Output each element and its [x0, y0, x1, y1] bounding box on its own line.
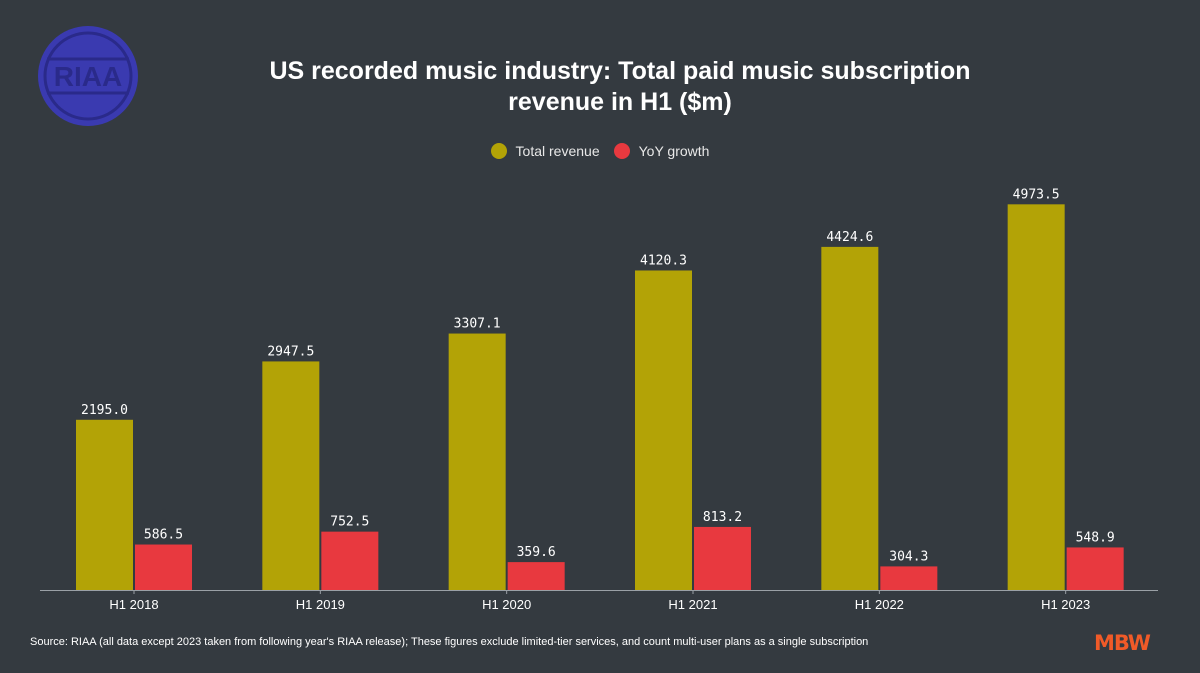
bar-total-revenue-1[interactable]: [262, 361, 320, 590]
x-tick-label-4: H1 2022: [855, 597, 904, 612]
chart-legend: Total revenue YoY growth: [0, 143, 1200, 159]
data-label-total-revenue-5: 4973.5: [1013, 187, 1060, 202]
data-label-total-revenue-2: 3307.1: [454, 317, 501, 332]
bar-yoy-growth-5[interactable]: [1066, 547, 1124, 590]
data-label-total-revenue-4: 4424.6: [826, 230, 873, 245]
legend-marker-total-revenue: [490, 143, 507, 159]
data-label-yoy-growth-1: 752.5: [330, 515, 369, 530]
bar-total-revenue-0[interactable]: [76, 419, 133, 590]
logo-text: RIAA: [54, 61, 122, 92]
bar-yoy-growth-3[interactable]: [694, 526, 751, 590]
legend-label-total-revenue: Total revenue: [515, 143, 600, 159]
chart-title-line2: revenue in H1 ($m): [508, 88, 732, 116]
x-tick-label-0: H1 2018: [109, 597, 158, 612]
legend-item-yoy-growth[interactable]: YoY growth: [613, 143, 710, 159]
data-label-yoy-growth-5: 548.9: [1076, 530, 1115, 545]
x-tick-label-2: H1 2020: [482, 597, 531, 612]
bar-total-revenue-3[interactable]: [635, 270, 692, 590]
bar-total-revenue-2[interactable]: [448, 333, 506, 590]
bar-total-revenue-4[interactable]: [821, 246, 879, 590]
source-note: Source: RIAA (all data except 2023 taken…: [30, 636, 869, 648]
data-label-yoy-growth-2: 359.6: [517, 545, 556, 560]
legend-item-total-revenue[interactable]: Total revenue: [490, 143, 600, 159]
data-label-total-revenue-0: 2195.0: [81, 403, 128, 418]
legend-marker-yoy-growth: [613, 143, 630, 159]
data-label-yoy-growth-3: 813.2: [703, 510, 742, 525]
x-tick-label-3: H1 2021: [668, 597, 717, 612]
chart-title: US recorded music industry: Total paid m…: [200, 56, 1040, 118]
x-tick-label-5: H1 2023: [1041, 597, 1090, 612]
mbw-logo: MBW: [1094, 631, 1151, 655]
bar-yoy-growth-0[interactable]: [135, 544, 192, 590]
bar-total-revenue-5[interactable]: [1007, 204, 1065, 590]
data-label-yoy-growth-4: 304.3: [889, 549, 928, 564]
bar-yoy-growth-1[interactable]: [321, 531, 379, 590]
chart-title-line1: US recorded music industry: Total paid m…: [269, 57, 971, 85]
legend-label-yoy-growth: YoY growth: [638, 143, 710, 159]
x-tick-label-1: H1 2019: [296, 597, 345, 612]
data-label-yoy-growth-0: 586.5: [144, 528, 183, 543]
riaa-logo: RIAA: [38, 26, 138, 126]
data-label-total-revenue-1: 2947.5: [267, 344, 314, 359]
bar-yoy-growth-2[interactable]: [507, 562, 565, 590]
bar-yoy-growth-4[interactable]: [880, 566, 938, 590]
data-label-total-revenue-3: 4120.3: [640, 253, 687, 268]
